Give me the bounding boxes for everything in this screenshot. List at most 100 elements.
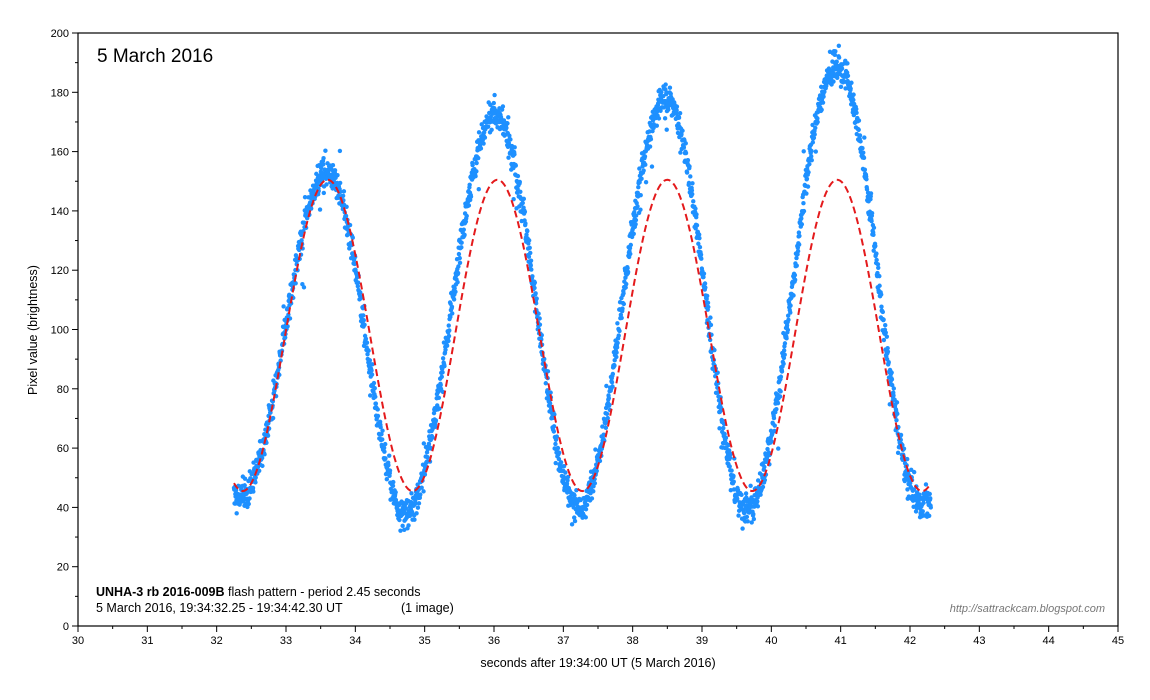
data-point: [921, 500, 926, 506]
data-point: [597, 458, 603, 464]
data-point: [854, 106, 859, 112]
data-point: [785, 327, 791, 333]
data-point: [378, 424, 383, 430]
data-point: [726, 448, 732, 453]
data-point: [246, 501, 251, 507]
data-point: [393, 490, 398, 495]
data-point: [772, 423, 777, 428]
data-point: [605, 415, 610, 421]
data-point: [656, 116, 662, 121]
data-point: [663, 82, 668, 87]
x-tick-label: 42: [904, 635, 916, 647]
data-point: [809, 154, 814, 159]
data-point: [619, 315, 624, 321]
data-point: [476, 130, 482, 135]
data-point: [365, 352, 370, 357]
data-point: [639, 176, 644, 181]
data-point: [355, 284, 361, 289]
data-point: [794, 255, 799, 261]
data-point: [561, 464, 567, 469]
data-point: [450, 311, 455, 316]
data-point: [352, 261, 357, 267]
data-point: [705, 293, 710, 299]
data-point: [446, 333, 452, 339]
data-point: [452, 286, 457, 291]
data-point: [536, 311, 541, 316]
data-point: [532, 285, 537, 291]
data-point: [749, 520, 754, 525]
data-point: [363, 336, 369, 341]
data-point: [370, 362, 375, 367]
x-tick-label: 43: [973, 635, 985, 647]
data-point: [530, 274, 535, 279]
data-point: [507, 133, 512, 138]
data-point: [583, 515, 588, 520]
data-point: [406, 523, 411, 528]
data-point: [403, 506, 409, 512]
data-point: [524, 232, 529, 237]
data-point: [727, 464, 732, 469]
data-point: [419, 485, 424, 490]
data-point: [777, 394, 783, 399]
data-point: [260, 463, 265, 469]
data-point: [712, 347, 717, 353]
data-point: [788, 303, 793, 308]
data-point: [332, 168, 338, 173]
data-point: [525, 228, 530, 234]
data-point: [845, 73, 851, 78]
data-point: [511, 196, 516, 202]
data-point: [528, 263, 533, 268]
data-point: [677, 110, 683, 116]
data-point: [706, 304, 711, 310]
data-point: [864, 187, 870, 192]
data-point: [799, 216, 804, 221]
data-point: [400, 523, 405, 529]
data-point: [921, 497, 926, 502]
data-point: [603, 425, 609, 430]
data-point: [860, 146, 865, 151]
data-point: [740, 526, 745, 531]
data-point: [506, 115, 511, 120]
data-point: [459, 245, 464, 250]
data-point: [606, 396, 612, 401]
data-point: [811, 135, 817, 141]
data-point: [755, 504, 761, 509]
data-point: [591, 489, 596, 494]
data-point: [822, 89, 827, 95]
data-point: [809, 157, 814, 163]
data-point: [337, 148, 343, 154]
data-point: [680, 128, 685, 133]
data-point: [543, 381, 548, 386]
data-point: [242, 476, 248, 481]
data-point: [446, 338, 451, 344]
data-point: [369, 368, 374, 373]
data-point: [565, 478, 570, 483]
sine-fit-line: [233, 178, 932, 493]
data-point: [920, 509, 925, 514]
x-tick-label: 31: [141, 635, 153, 647]
data-point: [635, 204, 640, 209]
data-point: [250, 485, 256, 491]
data-point: [858, 139, 863, 144]
data-point: [355, 280, 361, 285]
data-point: [778, 374, 784, 379]
data-point: [875, 262, 881, 267]
data-point: [318, 165, 324, 171]
data-point: [457, 255, 462, 261]
x-axis-title: seconds after 19:34:00 UT (5 March 2016): [480, 656, 715, 670]
data-point: [633, 222, 638, 227]
data-point: [368, 393, 373, 398]
x-tick-label: 33: [280, 635, 292, 647]
x-tick-label: 37: [557, 635, 569, 647]
data-point: [806, 170, 811, 175]
data-point: [871, 248, 876, 253]
data-point: [782, 352, 787, 357]
data-point: [367, 358, 373, 363]
data-point: [779, 369, 785, 374]
data-point: [708, 315, 713, 320]
data-point: [442, 363, 447, 369]
data-point: [812, 132, 817, 137]
data-point: [736, 513, 741, 518]
data-point: [314, 171, 319, 177]
data-point: [504, 125, 509, 131]
